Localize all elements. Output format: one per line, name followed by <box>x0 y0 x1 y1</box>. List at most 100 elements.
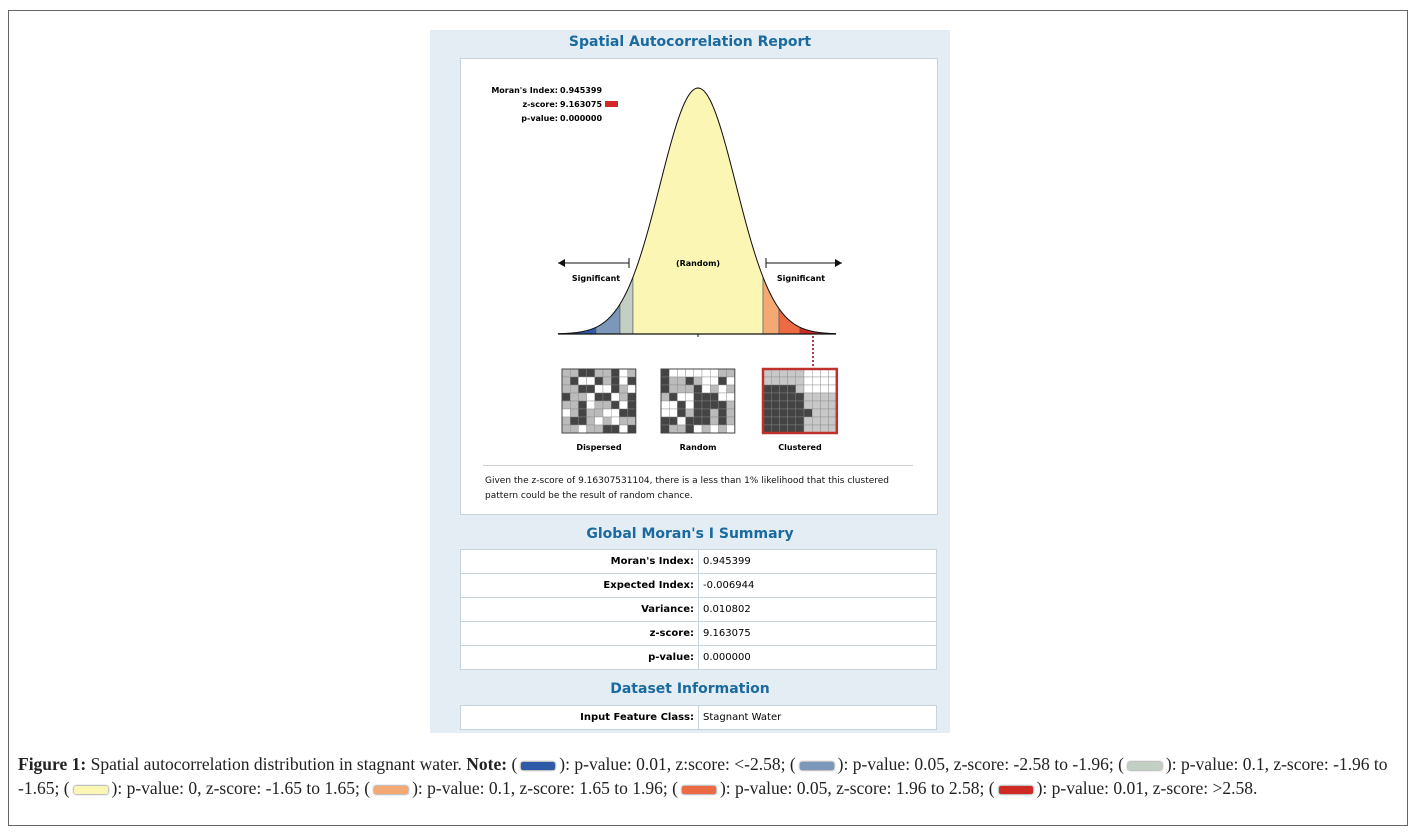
map-cell <box>694 401 702 409</box>
map-cell <box>812 409 820 417</box>
curve-zone <box>558 327 596 334</box>
row-value: Stagnant Water <box>699 706 937 730</box>
map-cell <box>619 393 627 401</box>
map-cell <box>812 393 820 401</box>
map-cell <box>587 401 595 409</box>
map-cell <box>779 393 787 401</box>
curve-zone <box>633 88 763 334</box>
map-cell <box>570 417 578 425</box>
swatch-open: ( <box>64 778 70 798</box>
row-label: Expected Index: <box>461 574 699 598</box>
map-cell <box>727 401 735 409</box>
map-cell <box>779 377 787 385</box>
row-label: Input Feature Class: <box>461 706 699 730</box>
map-cell <box>603 409 611 417</box>
map-cell <box>710 409 718 417</box>
map-cell <box>562 417 570 425</box>
map-cell <box>677 425 685 433</box>
map-cell <box>694 385 702 393</box>
map-cell <box>686 369 694 377</box>
map-cell <box>628 369 636 377</box>
legend-swatch <box>999 786 1033 794</box>
legend-text: p-value: 0.1, z-score: 1.65 to 1.96; <box>427 778 668 798</box>
map-cell <box>804 377 812 385</box>
swatch-open: ( <box>672 778 678 798</box>
summary-title: Global Moran's I Summary <box>430 526 950 542</box>
map-cell <box>820 417 828 425</box>
description-line: pattern could be the result of random ch… <box>485 491 693 501</box>
map-cell <box>562 369 570 377</box>
map-cell <box>694 409 702 417</box>
map-cell <box>587 409 595 417</box>
map-cell <box>796 385 804 393</box>
stat-value: 0.000000 <box>560 114 602 123</box>
caption-text: Spatial autocorrelation distribution in … <box>91 754 462 774</box>
map-cell <box>779 417 787 425</box>
map-cell <box>686 377 694 385</box>
legend-swatch <box>800 762 834 770</box>
swatch-close: ): <box>838 754 849 774</box>
row-value: 0.010802 <box>699 598 937 622</box>
map-cell <box>727 377 735 385</box>
swatch-close: ): <box>1166 754 1177 774</box>
report-panel: Spatial Autocorrelation Report Moran's I… <box>430 30 950 733</box>
map-cell <box>595 401 603 409</box>
pattern-label: Clustered <box>778 443 822 452</box>
swatch-close: ): <box>412 778 423 798</box>
swatch-close: ): <box>720 778 731 798</box>
table-row: Expected Index:-0.006944 <box>461 574 937 598</box>
distribution-graphic: Moran's Index:0.945399z-score:9.163075p-… <box>461 59 937 514</box>
row-label: Moran's Index: <box>461 550 699 574</box>
map-cell <box>669 369 677 377</box>
map-cell <box>796 377 804 385</box>
map-cell <box>702 385 710 393</box>
map-cell <box>677 401 685 409</box>
map-cell <box>702 425 710 433</box>
map-cell <box>727 385 735 393</box>
map-cell <box>595 409 603 417</box>
map-cell <box>677 393 685 401</box>
map-cell <box>595 369 603 377</box>
map-cell <box>587 385 595 393</box>
map-cell <box>677 409 685 417</box>
divider <box>483 465 913 466</box>
map-cell <box>628 393 636 401</box>
map-cell <box>578 377 586 385</box>
map-cell <box>710 369 718 377</box>
map-cell <box>718 409 726 417</box>
map-cell <box>710 377 718 385</box>
dataset-title: Dataset Information <box>430 681 950 697</box>
map-cell <box>619 409 627 417</box>
arrow-head <box>558 259 565 267</box>
map-cell <box>570 393 578 401</box>
legend-text: p-value: 0, z-score: -1.65 to 1.65; <box>127 778 360 798</box>
swatch-open: ( <box>790 754 796 774</box>
map-cell <box>603 377 611 385</box>
map-cell <box>611 409 619 417</box>
map-cell <box>820 393 828 401</box>
map-cell <box>718 385 726 393</box>
row-label: Variance: <box>461 598 699 622</box>
map-cell <box>686 385 694 393</box>
map-cell <box>779 409 787 417</box>
row-label: p-value: <box>461 646 699 670</box>
map-cell <box>619 385 627 393</box>
swatch-close: ): <box>559 754 570 774</box>
map-cell <box>727 393 735 401</box>
map-cell <box>587 417 595 425</box>
map-cell <box>578 425 586 433</box>
map-cell <box>694 425 702 433</box>
map-cell <box>587 425 595 433</box>
legend-text: p-value: 0.05, z-score: -2.58 to -1.96; <box>853 754 1114 774</box>
map-cell <box>661 401 669 409</box>
map-cell <box>611 425 619 433</box>
map-cell <box>686 393 694 401</box>
stat-label: Moran's Index: <box>491 86 558 95</box>
dataset-table: Input Feature Class:Stagnant Water <box>460 705 937 730</box>
map-cell <box>796 401 804 409</box>
map-cell <box>628 417 636 425</box>
curve-label: (Random) <box>676 259 720 268</box>
map-cell <box>702 417 710 425</box>
map-cell <box>694 377 702 385</box>
